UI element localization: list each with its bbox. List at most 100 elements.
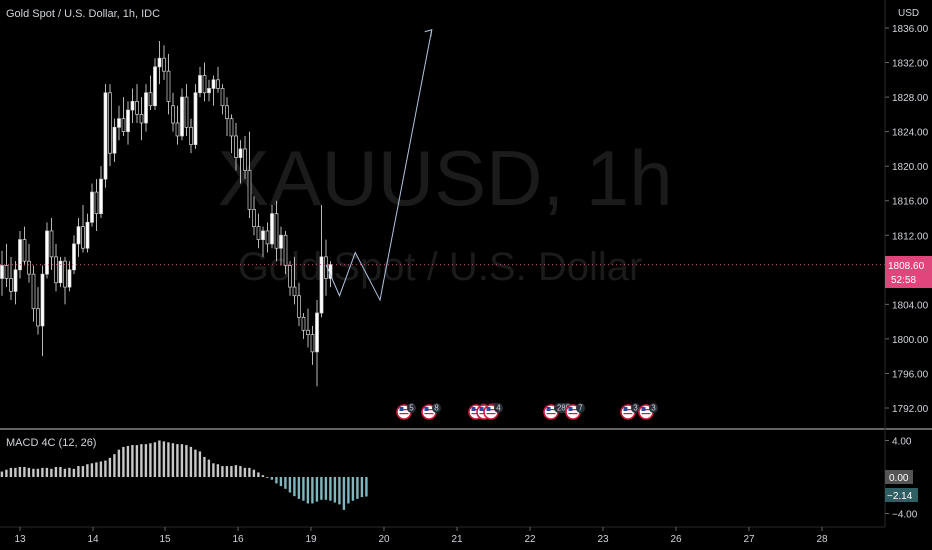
- macd-value-tag: [885, 488, 918, 502]
- macd-bar-positive: [72, 468, 76, 477]
- symbol-title[interactable]: Gold Spot / U.S. Dollar, 1h, IDC: [6, 8, 160, 20]
- macd-title[interactable]: MACD 4C (12, 26): [6, 437, 96, 449]
- macd-bar-positive: [23, 466, 26, 477]
- macd-bar-negative: [356, 477, 359, 499]
- macd-bar-negative: [266, 477, 269, 478]
- candle-down: [31, 273, 36, 310]
- macd-bar-positive: [104, 460, 107, 477]
- candle-down: [252, 209, 256, 227]
- candle-down: [256, 226, 261, 240]
- candle-down: [171, 105, 175, 124]
- time-tick-label: 21: [451, 534, 463, 545]
- flag-stripe: [471, 413, 481, 415]
- candle-up: [193, 92, 198, 145]
- flag-stripe: [546, 409, 556, 411]
- macd-bar-negative: [315, 477, 319, 502]
- macd-bar-positive: [261, 475, 265, 477]
- flag-canton: [641, 407, 646, 411]
- candle-down: [225, 105, 229, 120]
- macd-bar-positive: [0, 471, 4, 477]
- candle-down: [229, 118, 234, 137]
- flag-canton: [486, 407, 491, 411]
- time-axis[interactable]: 13 14 15 16 19 20 21 22 23 26 27 28: [14, 527, 828, 545]
- macd-bar-positive: [45, 467, 49, 477]
- macd-bar-positive: [212, 463, 215, 477]
- candle-down: [283, 234, 288, 266]
- macd-bar-positive: [162, 441, 166, 477]
- macd-bar-negative: [342, 477, 346, 510]
- candle-up: [207, 88, 211, 94]
- candle-down: [166, 70, 171, 102]
- candle-up: [157, 57, 162, 68]
- macd-bar-positive: [189, 446, 193, 477]
- event-marker[interactable]: 5: [396, 403, 416, 420]
- last-price-value: 1808.60: [888, 261, 925, 272]
- candle-up: [315, 312, 319, 353]
- candle-down: [202, 75, 207, 94]
- macd-bar-negative: [306, 477, 310, 504]
- candle-up: [76, 226, 81, 245]
- macd-bar-positive: [167, 442, 170, 477]
- event-marker[interactable]: 4: [483, 403, 503, 420]
- flag-stripe: [641, 409, 651, 411]
- candle-up: [90, 191, 94, 223]
- macd-bar-negative: [338, 477, 341, 505]
- macd-tick-label: −4.00: [892, 510, 918, 521]
- macd-bar-negative: [297, 477, 301, 499]
- candle-up: [126, 109, 130, 132]
- macd-histogram: [0, 440, 368, 510]
- macd-bar-positive: [59, 466, 62, 477]
- candle-up: [198, 75, 202, 94]
- event-marker[interactable]: 3: [620, 403, 640, 420]
- time-tick-label: 19: [305, 534, 317, 545]
- macd-bar-negative: [284, 477, 287, 489]
- macd-bar-positive: [86, 464, 89, 477]
- currency-label[interactable]: USD: [898, 8, 919, 19]
- candle-up: [130, 101, 135, 111]
- macd-axis[interactable]: 4.00 −4.00: [885, 437, 918, 521]
- projection-path[interactable]: [325, 29, 433, 302]
- macd-bar-positive: [32, 468, 35, 477]
- flag-stripe: [486, 413, 496, 415]
- candle-up: [270, 213, 274, 245]
- candle-down: [292, 286, 297, 297]
- macd-bar-positive: [153, 442, 157, 477]
- flag-stripe: [623, 413, 633, 415]
- event-count: 3: [633, 404, 638, 413]
- macd-bar-positive: [18, 466, 22, 477]
- event-marker[interactable]: 7: [565, 403, 585, 420]
- macd-bar-positive: [14, 467, 17, 477]
- flag-canton: [546, 407, 551, 411]
- economic-events[interactable]: 585144285733: [396, 403, 658, 420]
- flag-canton: [399, 407, 404, 411]
- event-marker[interactable]: 8: [421, 403, 441, 420]
- price-tick-label: 1832.00: [892, 59, 929, 70]
- projection-arrowhead: [424, 29, 433, 37]
- macd-bar-positive: [230, 466, 233, 477]
- price-tick-label: 1792.00: [892, 404, 929, 415]
- candle-down: [243, 148, 247, 171]
- macd-bar-positive: [171, 443, 175, 477]
- macd-bar-positive: [149, 443, 152, 477]
- macd-bar-positive: [176, 444, 179, 477]
- macd-bar-positive: [50, 468, 53, 477]
- price-tick-label: 1800.00: [892, 335, 929, 346]
- price-axis[interactable]: 1836.00 1832.00 1828.00 1824.00 1820.00 1816.…: [885, 24, 929, 415]
- candle-down: [108, 92, 112, 154]
- macd-bar-positive: [207, 459, 211, 477]
- macd-bar-positive: [126, 445, 130, 477]
- last-price-tag: [885, 256, 932, 288]
- candle-up: [45, 230, 49, 275]
- macd-bar-positive: [158, 440, 161, 477]
- candle-up: [0, 265, 4, 279]
- event-marker[interactable]: 3: [638, 403, 658, 420]
- macd-bar-positive: [117, 449, 121, 477]
- candle-down: [36, 308, 40, 327]
- macd-bar-positive: [9, 467, 13, 477]
- price-tick-label: 1816.00: [892, 197, 929, 208]
- flag-stripe: [641, 413, 651, 415]
- candle-down: [301, 316, 306, 331]
- macd-bar-positive: [41, 467, 44, 477]
- candle-down: [9, 278, 13, 292]
